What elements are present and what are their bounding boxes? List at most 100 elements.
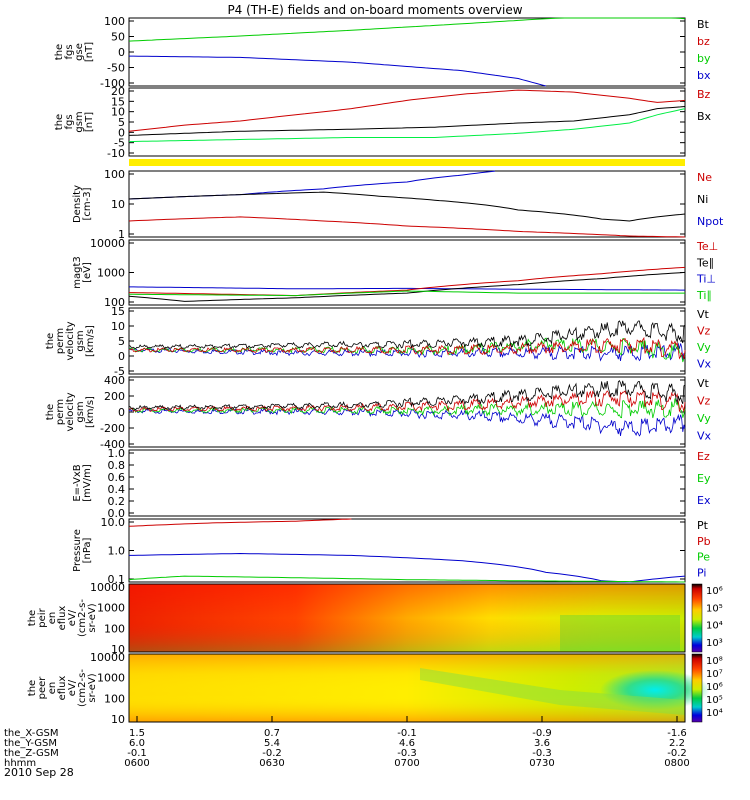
- y-label-line: peir: [37, 607, 48, 627]
- y-tick-label: 0: [118, 46, 125, 59]
- ephemeris-value: 6.0: [129, 738, 145, 749]
- series-line: [128, 170, 496, 200]
- legend-entry: Npot: [697, 215, 724, 228]
- panel-exb: 1.00.80.60.40.20.0 E=-VxB [mV/m] Ez Ey Ex: [72, 447, 711, 520]
- y-tick-label: 50: [111, 31, 125, 44]
- y-label-line: [mV/m]: [82, 464, 93, 502]
- legend-entry: Ni: [697, 193, 708, 206]
- legend-entry: Te⊥: [696, 240, 718, 253]
- legend-entry: bx: [697, 69, 711, 82]
- series-line: [128, 380, 686, 411]
- y-tick-label: 100: [104, 168, 125, 181]
- colorbar-tick-label: 10⁸: [706, 656, 723, 667]
- y-label-line: eflux: [57, 676, 68, 701]
- y-label-line: sr-eV): [87, 673, 98, 702]
- legend-entry: Pi: [697, 566, 706, 579]
- legend-entry: Vt: [697, 377, 710, 390]
- y-tick-label: 1000: [97, 267, 125, 280]
- legend-entry: Ex: [697, 494, 711, 507]
- y-tick-label: 100: [104, 692, 125, 705]
- legend-entry: Te∥: [696, 256, 714, 269]
- peir-spectrogram: [128, 583, 686, 653]
- colorbar-tick-label: 10⁶: [706, 586, 723, 597]
- y-tick-label: 1: [118, 228, 125, 241]
- y-label-line: [cm-3]: [82, 187, 93, 220]
- panel-frame: [128, 17, 686, 87]
- y-label-line: (cm2-s-: [77, 599, 88, 637]
- colorbar-tick-label: 10⁷: [706, 669, 723, 680]
- y-label-line: [km/s]: [85, 396, 96, 428]
- ephemeris-value: -1.6: [667, 728, 687, 739]
- ephemeris-value: 2.2: [669, 738, 685, 749]
- peir-colorbar: [691, 583, 703, 653]
- y-tick-label: 0.4: [108, 483, 126, 496]
- legend-entry: Pt: [697, 519, 709, 532]
- ephemeris-row-label: the_Z-GSM: [4, 748, 59, 759]
- y-label-line: (cm2-s-: [77, 669, 88, 707]
- y-tick-label: 1000: [97, 602, 125, 615]
- series-line: [128, 336, 686, 360]
- y-tick-label: -400: [100, 438, 125, 451]
- y-tick-label: -5: [114, 137, 125, 150]
- series-line: [128, 575, 685, 583]
- legend-entry: Bx: [697, 110, 712, 123]
- legend-entry: Vx: [697, 358, 712, 371]
- series-line: [129, 552, 686, 583]
- legend-entry: Vy: [697, 412, 711, 425]
- series-line: [128, 398, 686, 419]
- legend-entry: Pb: [697, 535, 711, 548]
- y-label-line: velocity: [65, 321, 76, 360]
- ephemeris-value: -0.2: [667, 748, 687, 759]
- y-axis-label: the perm velocity gsm [km/s]: [45, 321, 96, 360]
- legend-entry: Vz: [697, 325, 711, 338]
- plot-title: P4 (TH-E) fields and on-board moments ov…: [227, 3, 522, 17]
- y-tick-label: 10000: [90, 237, 125, 250]
- panel-frame: [128, 87, 686, 157]
- y-tick-label: 100: [104, 622, 125, 635]
- ephemeris-value: 4.6: [399, 738, 415, 749]
- y-tick-label: 0.6: [108, 471, 126, 484]
- y-tick-label: 100: [104, 296, 125, 309]
- ephemeris-row-label: the_X-GSM: [4, 728, 58, 739]
- y-tick-label: 0: [118, 406, 125, 419]
- y-label-line: gsm: [74, 111, 85, 132]
- y-label-line: the: [27, 680, 38, 696]
- panel-frame: [128, 307, 686, 375]
- y-tick-label: -5: [114, 365, 125, 378]
- y-tick-label: 10: [111, 198, 125, 211]
- ephemeris-value: -0.1: [127, 748, 147, 759]
- ephemeris-value: 0.7: [264, 728, 280, 739]
- legend-entry: Pe: [697, 551, 710, 564]
- y-axis-label: the fgs gse [nT]: [54, 42, 95, 62]
- y-label-line: [km/s]: [85, 325, 96, 357]
- y-label-line: en: [47, 612, 58, 625]
- peer-spectrogram: [128, 653, 710, 723]
- date-label: 2010 Sep 28: [4, 766, 74, 779]
- series-line: [128, 17, 686, 42]
- y-axis-label: the peir en eflux eV/(cm2-s-sr-eV): [27, 599, 98, 637]
- y-tick-label: 1.0: [108, 545, 126, 558]
- peer-colorbar: [691, 653, 703, 723]
- colorbar-tick-label: 10⁵: [706, 695, 723, 706]
- y-label-line: the: [27, 610, 38, 626]
- y-tick-label: 0.0: [108, 507, 126, 520]
- y-tick-label: 5: [118, 335, 125, 348]
- y-label-line: [eV]: [82, 262, 93, 283]
- legend-entry: Vt: [697, 308, 710, 321]
- legend-entry: Ti⊥: [696, 273, 716, 286]
- y-label-line: sr-eV): [87, 603, 98, 632]
- y-axis-label: magt3 [eV]: [72, 256, 93, 289]
- panel-frame: [128, 170, 686, 238]
- series-line: [128, 388, 686, 413]
- ephemeris-value: -0.3: [397, 748, 417, 759]
- y-tick-label: 10: [111, 713, 125, 726]
- y-tick-label: 0.8: [108, 459, 126, 472]
- y-label-line: [nT]: [84, 42, 95, 62]
- panel-perm_velocity: 15 10 5 0 -5 the perm velocity gsm [km/s] Vt Vz Vy Vx: [45, 305, 712, 378]
- y-tick-label: 0: [118, 350, 125, 363]
- y-tick-label: -10: [107, 147, 125, 160]
- series-line: [129, 266, 686, 297]
- series-line: [128, 518, 352, 527]
